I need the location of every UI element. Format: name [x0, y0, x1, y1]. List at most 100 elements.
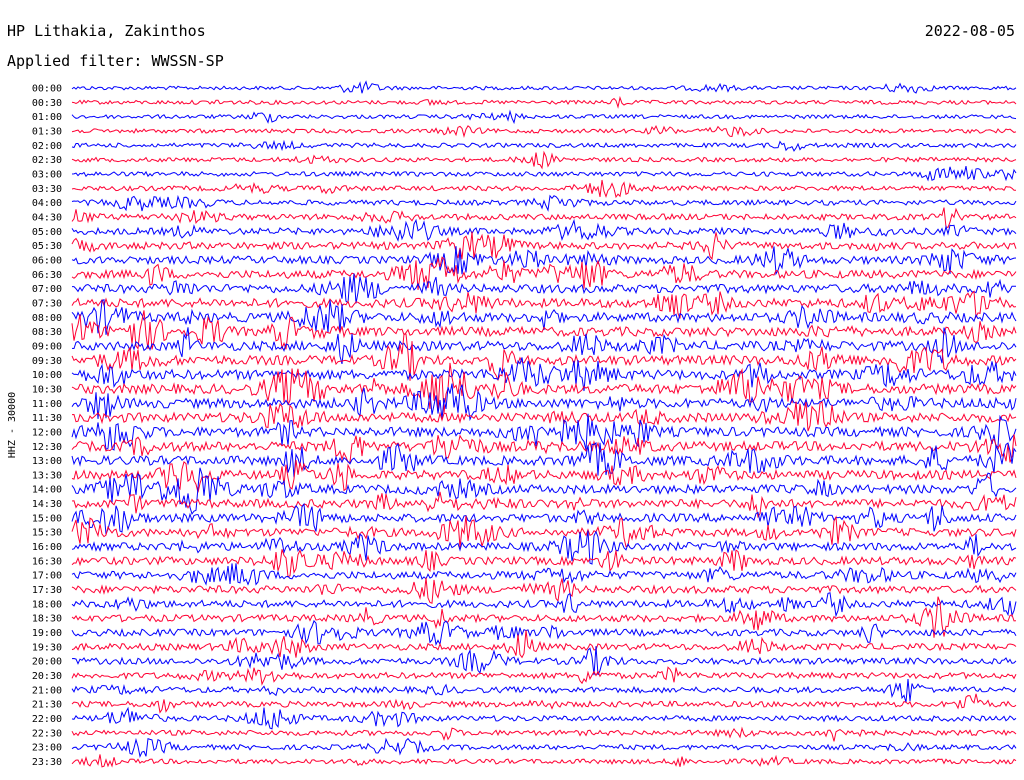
time-label: 23:00 — [32, 743, 62, 754]
date-label: 2022-08-05 — [925, 22, 1015, 40]
filter-label: Applied filter: WWSSN-SP — [7, 52, 224, 70]
trace-line — [71, 150, 1017, 170]
trace-line — [71, 592, 1017, 618]
trace-line — [71, 549, 1017, 578]
trace-line — [71, 646, 1017, 676]
trace-line — [71, 298, 1017, 335]
trace-line — [71, 693, 1017, 714]
channel-label: HHZ - 30000 — [7, 392, 18, 458]
trace-line — [71, 442, 1017, 478]
station-title: HP Lithakia, Zakinthos — [7, 22, 206, 40]
time-label: 20:30 — [32, 671, 62, 682]
time-label: 01:30 — [32, 126, 62, 137]
trace-line — [71, 459, 1017, 493]
time-label: 00:00 — [32, 84, 62, 95]
trace-line — [71, 619, 1017, 646]
time-label: 13:30 — [32, 470, 62, 481]
time-label: 10:00 — [32, 370, 62, 381]
trace-line — [71, 194, 1017, 212]
time-label: 09:30 — [32, 356, 62, 367]
trace-line — [71, 290, 1017, 319]
time-label: 08:30 — [32, 327, 62, 338]
time-label: 11:00 — [32, 399, 62, 410]
trace-line — [71, 596, 1017, 638]
trace-line — [71, 327, 1017, 365]
time-label: 02:00 — [32, 141, 62, 152]
time-label: 18:30 — [32, 614, 62, 625]
time-label: 00:30 — [32, 98, 62, 109]
time-label: 14:00 — [32, 485, 62, 496]
time-label: 23:30 — [32, 757, 62, 768]
trace-group — [71, 80, 1017, 768]
time-label: 09:00 — [32, 341, 62, 352]
time-label: 06:30 — [32, 270, 62, 281]
trace-line — [71, 231, 1017, 261]
trace-line — [71, 502, 1017, 536]
trace-line — [71, 726, 1017, 742]
time-label: 20:00 — [32, 657, 62, 668]
time-label: 21:30 — [32, 700, 62, 711]
trace-line — [71, 207, 1017, 228]
time-label: 11:30 — [32, 413, 62, 424]
time-label: 18:00 — [32, 599, 62, 610]
trace-line — [71, 491, 1017, 519]
time-label: 01:00 — [32, 112, 62, 123]
trace-line — [71, 256, 1017, 290]
trace-line — [71, 357, 1017, 392]
trace-line — [71, 383, 1017, 422]
trace-line — [71, 246, 1017, 276]
trace-line — [71, 179, 1017, 199]
trace-line — [71, 515, 1017, 549]
time-label: 17:00 — [32, 571, 62, 582]
trace-line — [71, 737, 1017, 759]
trace-line — [71, 109, 1017, 125]
time-label: 07:00 — [32, 284, 62, 295]
time-label: 08:00 — [32, 313, 62, 324]
trace-line — [71, 218, 1017, 242]
trace-line — [71, 95, 1017, 109]
time-label: 16:30 — [32, 556, 62, 567]
trace-line — [71, 413, 1017, 451]
trace-line — [71, 530, 1017, 565]
time-label: 22:00 — [32, 714, 62, 725]
time-label: 13:00 — [32, 456, 62, 467]
trace-line — [71, 577, 1017, 604]
time-label: 12:30 — [32, 442, 62, 453]
trace-line — [71, 362, 1017, 414]
time-label: 22:30 — [32, 728, 62, 739]
time-label: 05:30 — [32, 241, 62, 252]
trace-line — [71, 124, 1017, 138]
time-label: 16:00 — [32, 542, 62, 553]
time-label: 15:00 — [32, 513, 62, 524]
trace-line — [71, 563, 1017, 586]
time-label: 19:30 — [32, 642, 62, 653]
time-label: 21:00 — [32, 685, 62, 696]
trace-line — [71, 139, 1017, 152]
time-label: 19:00 — [32, 628, 62, 639]
trace-line — [72, 273, 1017, 304]
time-label: 05:00 — [32, 227, 62, 238]
trace-line — [71, 310, 1017, 351]
trace-line — [71, 754, 1017, 768]
trace-line — [71, 80, 1017, 94]
time-label-group: 00:00 00:30 01:00 01:30 02:00 02:30 03:00 03:30… — [32, 84, 62, 769]
trace-line — [71, 434, 1017, 463]
trace-line — [71, 679, 1017, 703]
time-label: 17:30 — [32, 585, 62, 596]
time-label: 07:30 — [32, 298, 62, 309]
time-label: 15:30 — [32, 528, 62, 539]
time-label: 12:00 — [32, 427, 62, 438]
time-label: 03:00 — [32, 169, 62, 180]
trace-line — [71, 400, 1017, 432]
time-label: 04:30 — [32, 212, 62, 223]
time-label: 14:30 — [32, 499, 62, 510]
trace-line — [71, 467, 1017, 516]
trace-line — [71, 630, 1017, 659]
time-label: 06:00 — [32, 255, 62, 266]
time-label: 03:30 — [32, 184, 62, 195]
trace-line — [71, 165, 1017, 182]
trace-line — [71, 333, 1017, 382]
time-label: 02:30 — [32, 155, 62, 166]
trace-line — [71, 706, 1017, 730]
